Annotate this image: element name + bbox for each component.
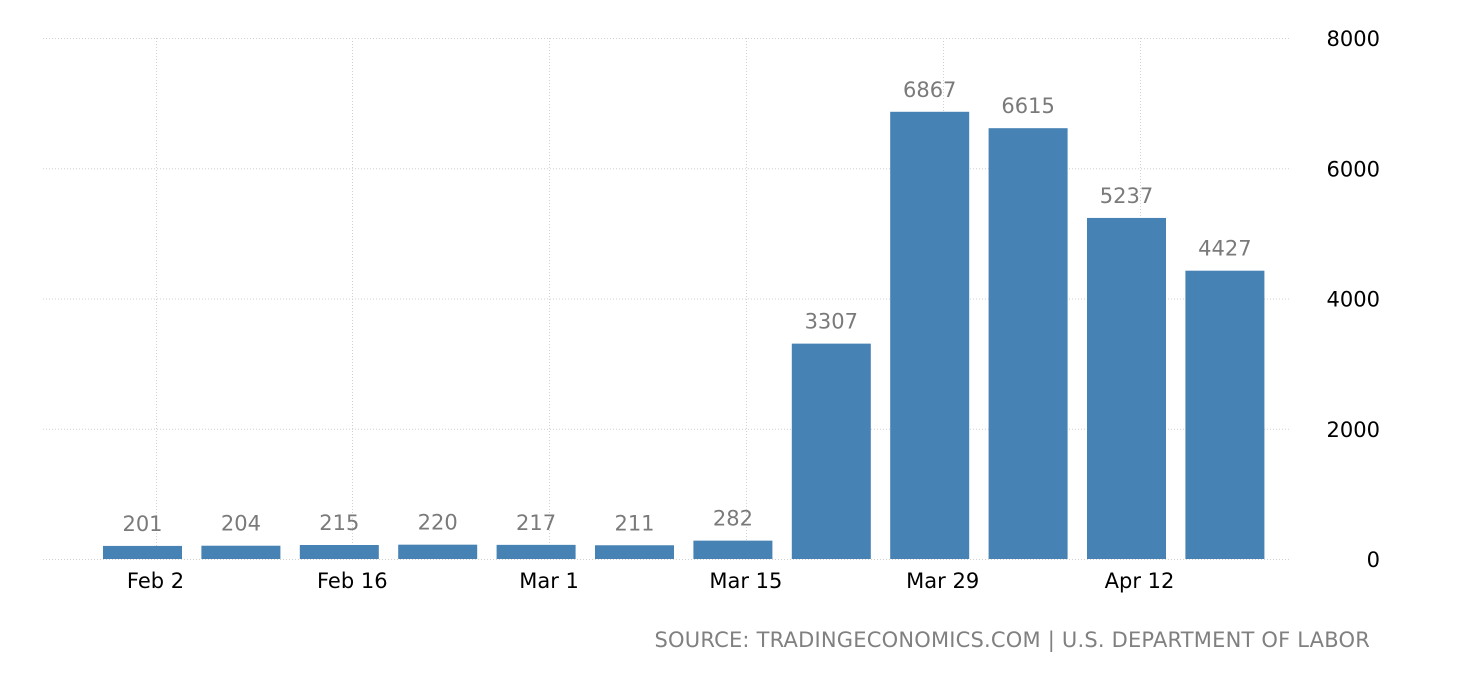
bar-value-label: 6615 (1001, 94, 1054, 118)
x-axis: Feb 2 Feb 16 Mar 1 Mar 15 Mar 29 Apr 12 (127, 569, 1174, 593)
x-tick-label: Apr 12 (1105, 569, 1175, 593)
bar (1087, 217, 1166, 559)
bar (496, 544, 576, 559)
bar (890, 111, 970, 560)
bar (103, 545, 182, 559)
bar-value-label: 217 (516, 511, 556, 535)
x-tick-label: Feb 2 (127, 569, 184, 593)
source-credit: SOURCE: TRADINGECONOMICS.COM | U.S. DEPA… (654, 628, 1370, 652)
bar (299, 544, 379, 559)
bar-value-label: 5237 (1100, 184, 1153, 208)
y-tick-label: 4000 (1327, 288, 1380, 312)
bar-value-label: 211 (614, 511, 654, 535)
bar-value-label: 6867 (903, 78, 956, 102)
bar-value-label: 3307 (805, 310, 858, 334)
y-tick-label: 6000 (1327, 157, 1380, 181)
x-tick-label: Feb 16 (317, 569, 388, 593)
bar-value-label: 220 (418, 511, 458, 535)
bar (988, 128, 1068, 559)
grid-layer (43, 38, 1290, 560)
bar-value-label: 4427 (1198, 237, 1251, 261)
y-tick-label: 0 (1367, 548, 1380, 572)
bar (693, 540, 773, 559)
y-tick-label: 2000 (1327, 418, 1380, 442)
x-tick-label: Mar 15 (709, 569, 782, 593)
bar (1185, 270, 1265, 559)
bar (595, 545, 674, 559)
data-labels-layer: 201 204 215 220 217 211 282 3307 6867 6615 5237 442… (122, 78, 1251, 536)
x-tick-label: Mar 1 (519, 569, 579, 593)
bar-value-label: 204 (221, 512, 261, 536)
bar-value-label: 215 (319, 511, 359, 535)
bar-value-label: 282 (713, 507, 753, 531)
y-tick-label: 8000 (1327, 27, 1380, 51)
x-tick-label: Mar 29 (906, 569, 979, 593)
bars-layer (103, 111, 1265, 560)
y-axis: 0 2000 4000 6000 8000 (1327, 27, 1380, 572)
bar-value-label: 201 (122, 512, 162, 536)
bar (791, 343, 871, 559)
bar (398, 544, 478, 559)
bar (201, 545, 281, 559)
